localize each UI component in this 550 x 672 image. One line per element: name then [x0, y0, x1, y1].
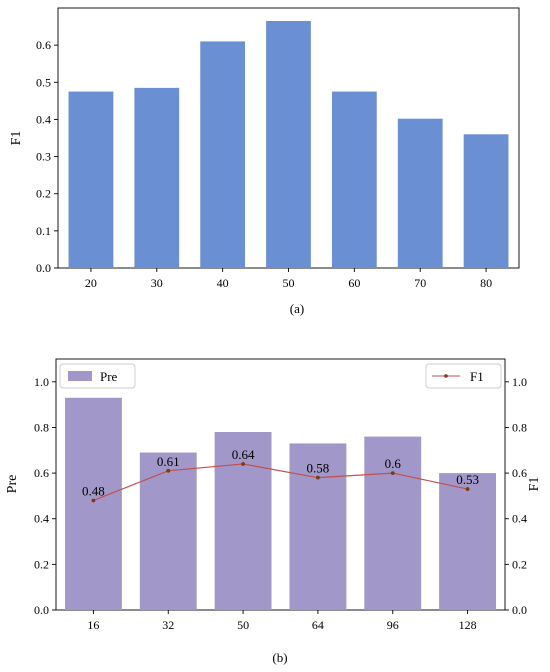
chart-b-caption: (b): [272, 650, 287, 665]
chart-b-ytick-label: 0.6: [34, 466, 49, 480]
chart-a-ytick-label: 0.4: [36, 112, 51, 126]
legend-f1-label: F1: [470, 369, 484, 384]
chart-b-bar-pre: [364, 436, 422, 610]
chart-a-xtick-label: 40: [217, 276, 229, 290]
legend-f1-box: [425, 363, 502, 389]
chart-b-ytick-label: 0.4: [34, 512, 49, 526]
chart-b-data-label: 0.6: [385, 456, 402, 471]
chart-b: 0.48 0.61 0.64 0.58 0.6 0.53 0.0 0.2 0.4 0.6 0.8 1…: [5, 358, 542, 665]
chart-a-xtick-label: 70: [414, 276, 426, 290]
chart-b-bar-pre: [289, 443, 347, 610]
chart-b-ytick-label: 0.8: [34, 420, 49, 434]
chart-b-y2tick-label: 0.8: [512, 420, 527, 434]
chart-a-bar: [68, 91, 114, 268]
chart-a-bar: [134, 87, 180, 268]
chart-b-xtick-label: 96: [387, 618, 399, 632]
chart-b-bar-pre: [439, 473, 497, 610]
chart-b-xtick-label: 32: [162, 618, 174, 632]
chart-b-point-f1: [465, 487, 470, 491]
chart-a-bar: [397, 118, 443, 268]
chart-b-xtick-label: 128: [459, 618, 477, 632]
chart-b-point-f1: [316, 475, 320, 480]
chart-a-ytick-label: 0.1: [36, 224, 51, 238]
chart-b-line-f1: [93, 463, 468, 502]
chart-b-point-f1: [91, 498, 96, 503]
chart-a-ytick-label: 0.3: [36, 150, 51, 164]
chart-b-ytick-label: 0.2: [34, 557, 49, 571]
chart-a-bar: [331, 91, 377, 268]
chart-b-y2tick-label: 0.4: [512, 512, 527, 526]
chart-b-point-f1: [241, 462, 245, 466]
chart-b-xtick-label: 50: [237, 618, 249, 632]
legend-pre: Pre: [59, 363, 136, 389]
chart-b-data-label: 0.53: [456, 472, 479, 487]
chart-b-data-label: 0.58: [307, 461, 330, 476]
chart-a-bar: [463, 134, 509, 268]
chart-a-ytick-label: 0.5: [36, 75, 51, 89]
chart-b-y2label: F1: [527, 477, 542, 492]
chart-a-bar: [266, 21, 311, 268]
chart-b-point-f1: [166, 468, 171, 473]
chart-a-xtick-label: 30: [151, 276, 163, 290]
chart-a-xtick-label: 50: [283, 276, 295, 290]
legend-f1-marker: [444, 374, 448, 378]
chart-b-xtick-label: 64: [312, 618, 324, 632]
chart-b-y2tick-label: 0.2: [512, 557, 527, 571]
chart-b-bar-pre: [64, 397, 122, 610]
chart-b-y2tick-label: 0.0: [512, 603, 527, 617]
chart-a-xtick-label: 20: [85, 276, 97, 290]
chart-b-ytick-label: 0.0: [34, 603, 49, 617]
chart-b-xtick-label: 16: [87, 618, 99, 632]
chart-a-ytick-label: 0.6: [36, 38, 51, 52]
chart-a-xtick-label: 60: [348, 276, 360, 290]
chart-b-ylabel: Pre: [5, 475, 20, 494]
legend-pre-swatch: [68, 371, 92, 381]
chart-b-bar-pre: [139, 452, 197, 610]
chart-a-caption: (a): [290, 301, 304, 316]
chart-a-ylabel: F1: [9, 131, 24, 146]
chart-b-ytick-label: 1.0: [34, 375, 49, 389]
chart-b-frame: [55, 358, 506, 611]
chart-a-ytick-label: 0.0: [36, 261, 51, 275]
chart-b-y2tick-label: 1.0: [512, 375, 527, 389]
chart-b-data-label: 0.61: [157, 454, 180, 469]
chart-a-ytick-label: 0.2: [36, 187, 51, 201]
chart-b-point-f1: [390, 471, 395, 475]
chart-b-data-label: 0.64: [232, 447, 255, 462]
chart-b-data-label: 0.48: [82, 483, 105, 498]
legend-f1: F1: [425, 363, 502, 389]
chart-a: 0.00.10.20.30.40.50.6 20 30 40 50 60 70 80 F1 …: [9, 7, 520, 316]
chart-b-y2tick-label: 0.6: [512, 466, 527, 480]
chart-a-bar: [200, 41, 246, 268]
legend-pre-label: Pre: [100, 369, 118, 384]
chart-b-bar-pre: [214, 432, 272, 610]
chart-a-xtick-label: 80: [480, 276, 492, 290]
legend-pre-box: [59, 363, 136, 389]
